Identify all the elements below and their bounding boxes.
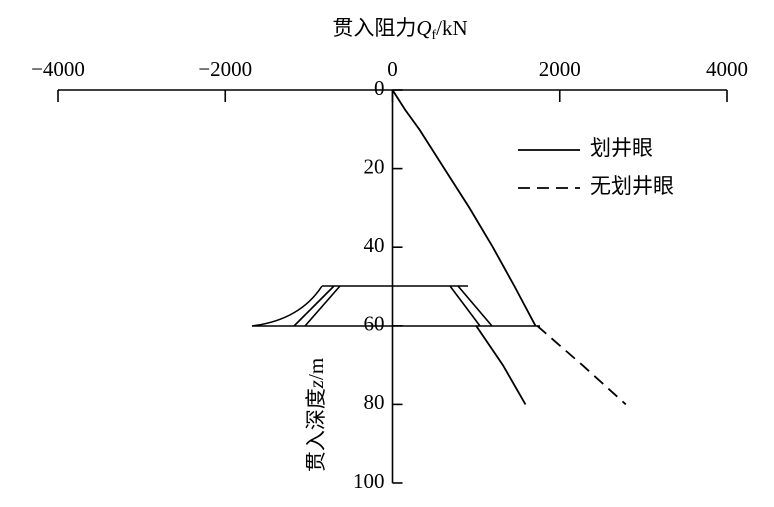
x-axis-title: 贯入阻力Qf/kN [332,16,467,43]
y-axis-title: 贯入深度z/m [304,358,328,472]
y-tick-label: 20 [364,154,385,178]
x-tick-label: −2000 [198,57,252,81]
spudcan-outline [251,285,540,327]
x-tick-label: 0 [387,57,398,81]
x-tick-label: −4000 [31,57,85,81]
legend-label: 无划井眼 [590,174,674,198]
series-line [391,89,537,405]
x-tick-label: 2000 [539,57,581,81]
x-label-symbol: Q [416,16,431,40]
y-label-unit: /m [304,358,328,380]
series-line [536,325,627,406]
y-tick-label: 0 [374,76,385,100]
y-tick-label: 100 [353,469,385,493]
legend-label: 划井眼 [590,136,653,160]
y-label-symbol: z [304,380,328,389]
y-tick-label: 80 [364,390,385,414]
spudcan-sketch [251,285,540,327]
y-tick-label: 60 [364,312,385,336]
x-label-subscript: f [432,28,437,43]
y-label-text: 贯入深度 [304,388,328,472]
x-tick-label: 4000 [706,57,748,81]
x-label-unit: /kN [436,16,468,40]
y-tick-label: 40 [364,233,385,257]
x-label-text: 贯入阻力 [332,16,416,40]
